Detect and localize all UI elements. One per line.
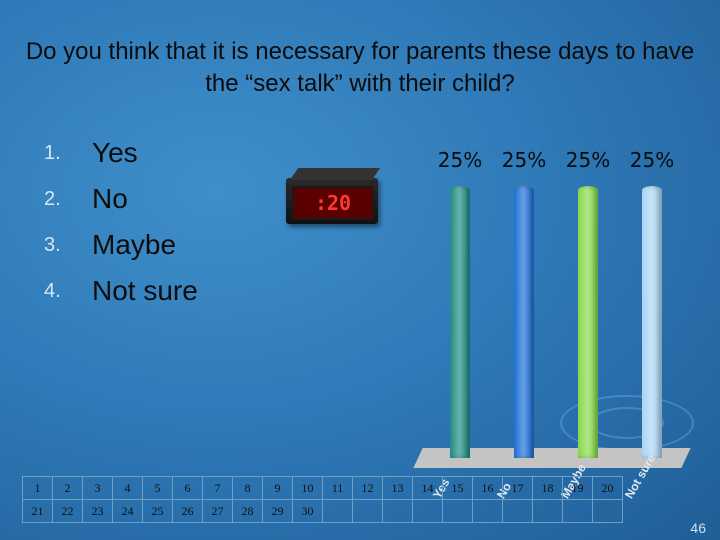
answer-options: 1. Yes 2. No 3. Maybe 4. Not sure [44,130,198,314]
grid-cell [502,499,533,523]
grid-cell: 11 [322,476,353,500]
grid-cell: 16 [472,476,503,500]
grid-cell: 19 [562,476,593,500]
option-label: No [92,183,128,214]
grid-cell: 29 [262,499,293,523]
option-number: 2. [44,187,61,210]
grid-cell: 24 [112,499,143,523]
bar-value-label: 25% [629,148,675,172]
grid-cell: 3 [82,476,113,500]
bar-yes [450,186,470,458]
bar-maybe [578,186,598,458]
grid-cell [592,499,623,523]
grid-cell: 30 [292,499,323,523]
option-no: 2. No [44,176,198,222]
bar-value-label: 25% [565,148,611,172]
grid-cell: 6 [172,476,203,500]
option-number: 3. [44,233,61,256]
grid-cell: 13 [382,476,413,500]
grid-cell: 9 [262,476,293,500]
grid-cell [532,499,563,523]
grid-cell: 23 [82,499,113,523]
response-grid: 1 2 3 4 5 6 7 8 9 10 11 12 13 14 15 16 17 18 19 20 21 22 23 24 2… [22,476,623,523]
grid-cell: 7 [202,476,233,500]
grid-cell: 1 [22,476,53,500]
grid-cell: 25 [142,499,173,523]
option-yes: 1. Yes [44,130,198,176]
grid-cell: 8 [232,476,263,500]
grid-cell [412,499,443,523]
timer-display: :20 [292,186,374,220]
grid-cell: 28 [232,499,263,523]
question-title: Do you think that it is necessary for pa… [25,38,695,97]
option-number: 4. [44,279,61,302]
grid-cell: 12 [352,476,383,500]
grid-cell [382,499,413,523]
grid-cell: 15 [442,476,473,500]
grid-cell: 2 [52,476,83,500]
grid-cell: 17 [502,476,533,500]
grid-cell [472,499,503,523]
grid-cell: 20 [592,476,623,500]
grid-cell: 27 [202,499,233,523]
grid-row: 1 2 3 4 5 6 7 8 9 10 11 12 13 14 15 16 17 18 19 20 [22,476,623,500]
option-number: 1. [44,141,61,164]
option-label: Maybe [92,229,177,260]
grid-cell: 26 [172,499,203,523]
grid-cell: 10 [292,476,323,500]
grid-cell: 14 [412,476,443,500]
grid-cell: 22 [52,499,83,523]
grid-cell: 21 [22,499,53,523]
bar-value-label: 25% [437,148,483,172]
grid-cell: 4 [112,476,143,500]
option-label: Not sure [92,275,198,306]
slide-number: 46 [690,520,706,536]
bar-value-label: 25% [501,148,547,172]
option-maybe: 3. Maybe [44,222,198,268]
option-label: Yes [92,137,138,168]
grid-cell: 18 [532,476,563,500]
option-not-sure: 4. Not sure [44,268,198,314]
grid-cell [352,499,383,523]
grid-cell: 5 [142,476,173,500]
grid-cell [442,499,473,523]
bar-no [514,186,534,458]
grid-row: 21 22 23 24 25 26 27 28 29 30 [22,499,623,523]
countdown-timer: :20 [286,168,381,224]
grid-cell [562,499,593,523]
grid-cell [322,499,353,523]
bar-not-sure [642,186,662,458]
